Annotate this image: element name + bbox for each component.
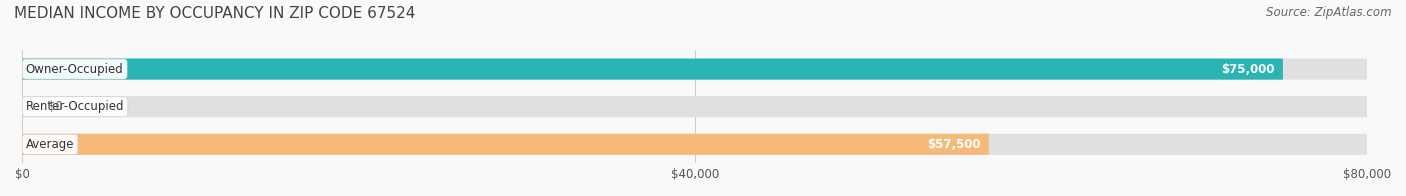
FancyBboxPatch shape (22, 59, 1282, 80)
Text: Average: Average (25, 138, 75, 151)
FancyBboxPatch shape (22, 134, 1367, 155)
Text: $75,000: $75,000 (1220, 63, 1274, 76)
Text: Source: ZipAtlas.com: Source: ZipAtlas.com (1267, 6, 1392, 19)
FancyBboxPatch shape (22, 59, 1367, 80)
FancyBboxPatch shape (22, 96, 1367, 117)
Text: Owner-Occupied: Owner-Occupied (25, 63, 124, 76)
Text: MEDIAN INCOME BY OCCUPANCY IN ZIP CODE 67524: MEDIAN INCOME BY OCCUPANCY IN ZIP CODE 6… (14, 6, 415, 21)
FancyBboxPatch shape (22, 134, 988, 155)
Text: Renter-Occupied: Renter-Occupied (25, 100, 124, 113)
Text: $0: $0 (48, 100, 62, 113)
Text: $57,500: $57,500 (927, 138, 980, 151)
